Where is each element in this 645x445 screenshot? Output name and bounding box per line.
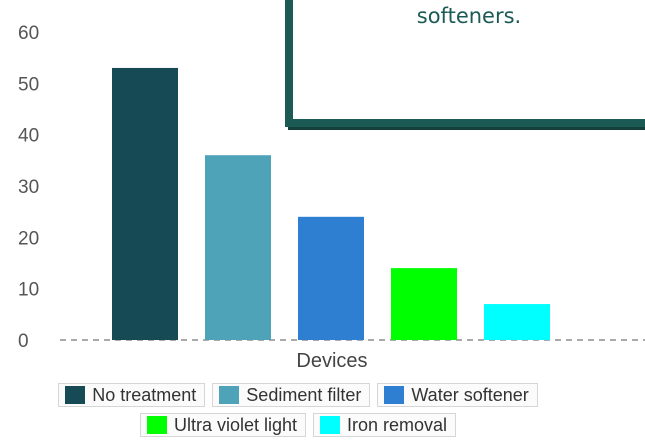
annotation-text: sediment filters and softeners. (364, 0, 575, 28)
legend-swatch (219, 386, 240, 404)
y-tick-label: 40 (18, 126, 39, 147)
legend-label: Sediment filter (246, 384, 362, 405)
y-tick-label: 10 (18, 280, 39, 301)
y-tick-label: 0 (18, 331, 29, 352)
bars (112, 67, 550, 340)
annotation-callout: sediment filters and softeners. (285, 0, 645, 127)
legend-item[interactable]: Ultra violet light (139, 413, 306, 437)
legend-label: Water softener (411, 384, 529, 405)
legend-item[interactable]: Water softener (377, 383, 538, 407)
legend-item[interactable]: Iron removal (313, 413, 457, 437)
bar (298, 216, 364, 340)
x-axis-title: Devices (296, 350, 367, 372)
bar (484, 304, 550, 340)
y-tick-label: 20 (18, 228, 39, 249)
y-tick-label: 30 (18, 177, 39, 198)
bar (391, 268, 457, 340)
legend-label: No treatment (92, 384, 197, 405)
legend-swatch (65, 386, 86, 404)
bar (205, 155, 271, 340)
legend-label: Ultra violet light (173, 414, 297, 435)
legend-swatch (384, 386, 405, 404)
legend-item[interactable]: Sediment filter (212, 383, 371, 407)
legend-swatch (320, 416, 340, 434)
legend-swatch (146, 416, 167, 434)
y-tick-label: 50 (18, 74, 39, 95)
y-tick-label: 60 (18, 23, 39, 44)
y-axis-ticks: 0 10 20 30 40 50 60 (18, 23, 39, 352)
legend-label: Iron removal (347, 414, 448, 435)
chart-legend: No treatment Sediment filter Water softene… (18, 383, 578, 437)
legend-item[interactable]: No treatment (58, 383, 206, 407)
bar (112, 67, 178, 340)
